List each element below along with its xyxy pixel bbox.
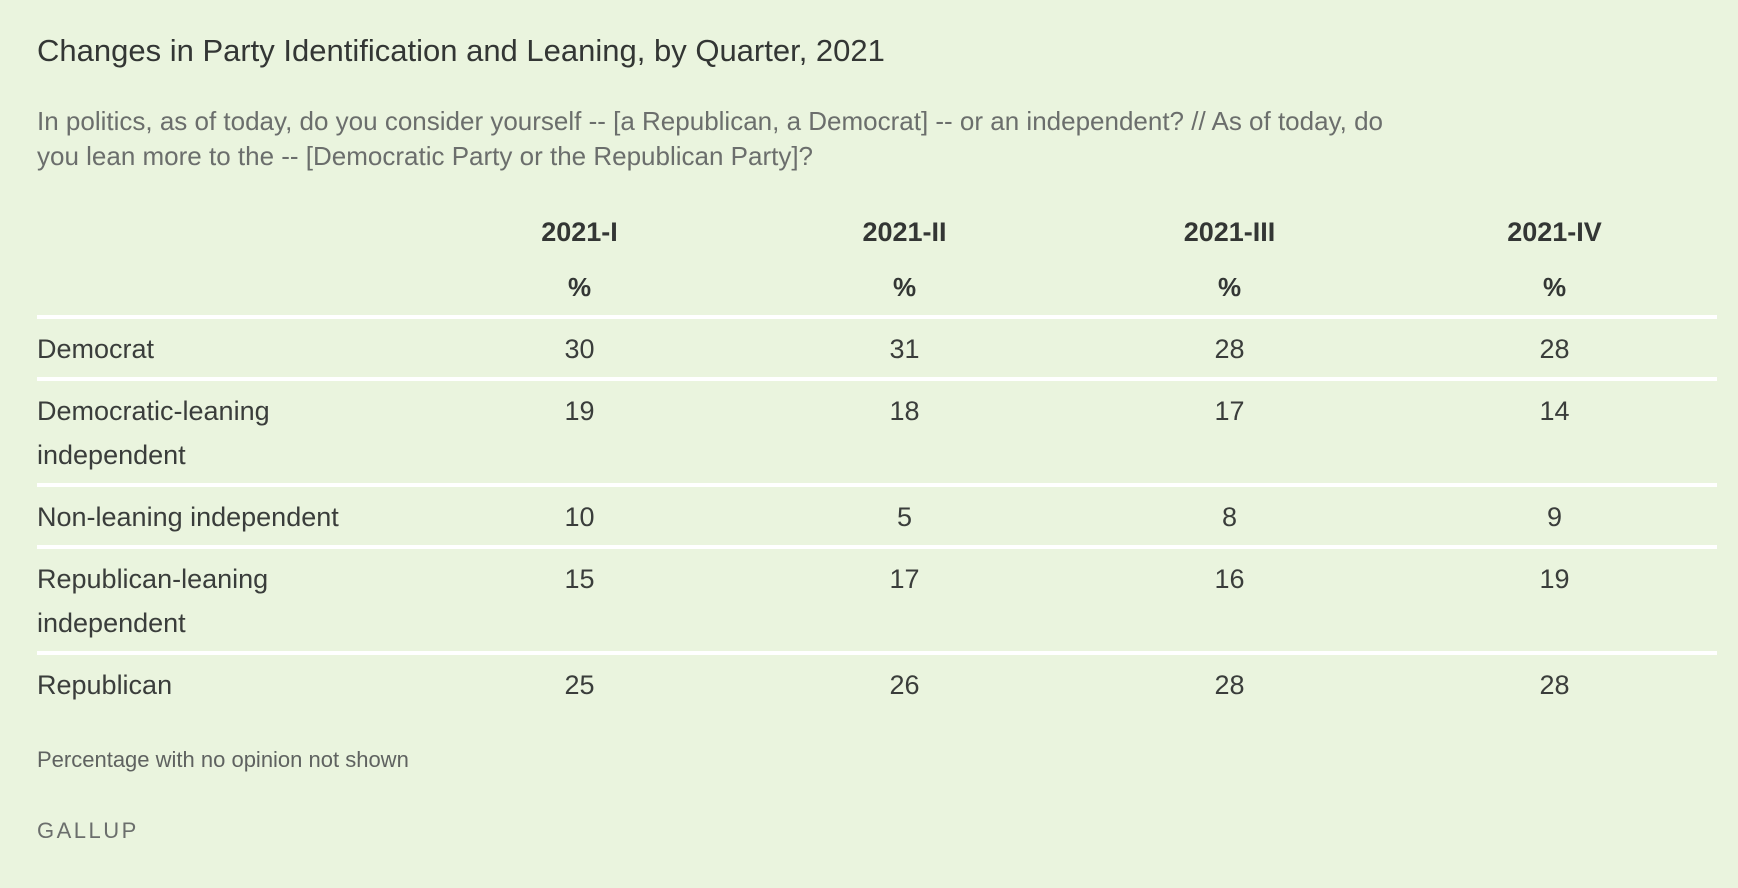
header-blank <box>37 205 417 259</box>
table-cell: 17 <box>1067 379 1392 487</box>
column-header: 2021-II <box>862 216 947 247</box>
table-cell: 25 <box>564 670 595 700</box>
row-label: Republican <box>37 670 173 700</box>
table-cell: 28 <box>1392 317 1717 381</box>
table-cell: 31 <box>742 317 1067 381</box>
column-header: 2021-III <box>1183 216 1276 247</box>
table-cell: 28 <box>1539 670 1570 700</box>
row-label: Republican-leaning independent <box>37 547 417 655</box>
row-label: Democrat <box>37 317 417 381</box>
column-header: 2021-IV <box>1507 216 1602 247</box>
table-cell: 28 <box>1214 670 1245 700</box>
unit-row: % % % % <box>37 259 1717 319</box>
table-cell: 16 <box>1067 547 1392 655</box>
table-cell: 15 <box>417 547 742 655</box>
row-label: Non-leaning independent <box>37 485 417 549</box>
unit-label: % <box>1392 259 1717 319</box>
unit-label: % <box>1067 259 1392 319</box>
table-cell: 8 <box>1067 485 1392 549</box>
table-cell: 10 <box>417 485 742 549</box>
source-logo: GALLUP <box>37 818 139 843</box>
table-cell: 18 <box>742 379 1067 487</box>
table-cell: 17 <box>742 547 1067 655</box>
chart-subtitle: In politics, as of today, do you conside… <box>37 106 1383 171</box>
chart-title: Changes in Party Identification and Lean… <box>37 33 885 68</box>
table-cell: 28 <box>1067 317 1392 381</box>
column-header: 2021-I <box>541 216 618 247</box>
table-row: Republican-leaning independent 15 17 16 … <box>37 547 1717 655</box>
table-row: Republican 25 26 28 28 <box>37 653 1717 713</box>
row-label: Democratic-leaning independent <box>37 379 417 487</box>
table-cell: 30 <box>417 317 742 381</box>
table-cell: 5 <box>742 485 1067 549</box>
header-row: 2021-I 2021-II 2021-III 2021-IV <box>37 205 1717 259</box>
table-cell: 19 <box>1392 547 1717 655</box>
table-row: Democrat 30 31 28 28 <box>37 317 1717 381</box>
unit-label: % <box>742 259 1067 319</box>
table-cell: 9 <box>1392 485 1717 549</box>
unit-blank <box>37 259 417 319</box>
table-cell: 14 <box>1392 379 1717 487</box>
table-cell: 26 <box>889 670 920 700</box>
footnote: Percentage with no opinion not shown <box>37 747 409 772</box>
data-table: 2021-I 2021-II 2021-III 2021-IV % % % % … <box>37 205 1717 713</box>
unit-label: % <box>417 259 742 319</box>
table-row: Non-leaning independent 10 5 8 9 <box>37 485 1717 549</box>
table-cell: 19 <box>417 379 742 487</box>
table-row: Democratic-leaning independent 19 18 17 … <box>37 379 1717 487</box>
